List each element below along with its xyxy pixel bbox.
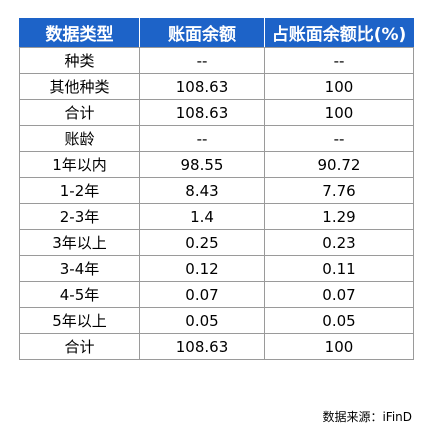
cell-balance: 108.63 — [139, 99, 265, 126]
cell-ratio: 100 — [264, 73, 414, 100]
header-book-balance: 账面余额 — [139, 18, 265, 48]
cell-ratio: 7.76 — [264, 177, 414, 204]
cell-ratio: 0.05 — [264, 307, 414, 334]
table-row: 2-3年 1.4 1.29 — [19, 203, 414, 230]
cell-type: 合计 — [19, 99, 140, 126]
cell-balance: 108.63 — [139, 73, 265, 100]
cell-balance: 1.4 — [139, 203, 265, 230]
cell-ratio: 100 — [264, 333, 414, 360]
table-row: 种类 -- -- — [19, 47, 414, 74]
cell-ratio: 0.23 — [264, 229, 414, 256]
table-row: 1年以内 98.55 90.72 — [19, 151, 414, 178]
cell-balance: -- — [139, 125, 265, 152]
table-row: 4-5年 0.07 0.07 — [19, 281, 414, 308]
cell-type: 1年以内 — [19, 151, 140, 178]
data-source-note: 数据来源：iFinD — [322, 410, 412, 424]
table-row: 3年以上 0.25 0.23 — [19, 229, 414, 256]
cell-ratio: 1.29 — [264, 203, 414, 230]
cell-ratio: 0.07 — [264, 281, 414, 308]
header-balance-ratio: 占账面余额比(%) — [264, 18, 414, 48]
table-row: 1-2年 8.43 7.76 — [19, 177, 414, 204]
cell-balance: -- — [139, 47, 265, 74]
cell-type: 5年以上 — [19, 307, 140, 334]
cell-ratio: -- — [264, 125, 414, 152]
cell-balance: 108.63 — [139, 333, 265, 360]
table-row: 5年以上 0.05 0.05 — [19, 307, 414, 334]
cell-balance: 98.55 — [139, 151, 265, 178]
data-table: 数据类型 账面余额 占账面余额比(%) 种类 -- -- 其他种类 108.63… — [19, 18, 414, 360]
cell-type: 1-2年 — [19, 177, 140, 204]
cell-type: 2-3年 — [19, 203, 140, 230]
cell-balance: 0.25 — [139, 229, 265, 256]
cell-type: 其他种类 — [19, 73, 140, 100]
header-row: 数据类型 账面余额 占账面余额比(%) — [19, 18, 414, 48]
table-row: 3-4年 0.12 0.11 — [19, 255, 414, 282]
table-row: 合计 108.63 100 — [19, 333, 414, 360]
header-data-type: 数据类型 — [19, 18, 140, 48]
table-row: 其他种类 108.63 100 — [19, 73, 414, 100]
table-row: 合计 108.63 100 — [19, 99, 414, 126]
cell-type: 4-5年 — [19, 281, 140, 308]
cell-balance: 0.05 — [139, 307, 265, 334]
cell-balance: 0.12 — [139, 255, 265, 282]
cell-type: 账龄 — [19, 125, 140, 152]
table-row: 账龄 -- -- — [19, 125, 414, 152]
cell-balance: 0.07 — [139, 281, 265, 308]
cell-type: 3-4年 — [19, 255, 140, 282]
cell-ratio: 90.72 — [264, 151, 414, 178]
cell-type: 种类 — [19, 47, 140, 74]
cell-type: 3年以上 — [19, 229, 140, 256]
cell-type: 合计 — [19, 333, 140, 360]
cell-ratio: -- — [264, 47, 414, 74]
cell-balance: 8.43 — [139, 177, 265, 204]
cell-ratio: 0.11 — [264, 255, 414, 282]
cell-ratio: 100 — [264, 99, 414, 126]
